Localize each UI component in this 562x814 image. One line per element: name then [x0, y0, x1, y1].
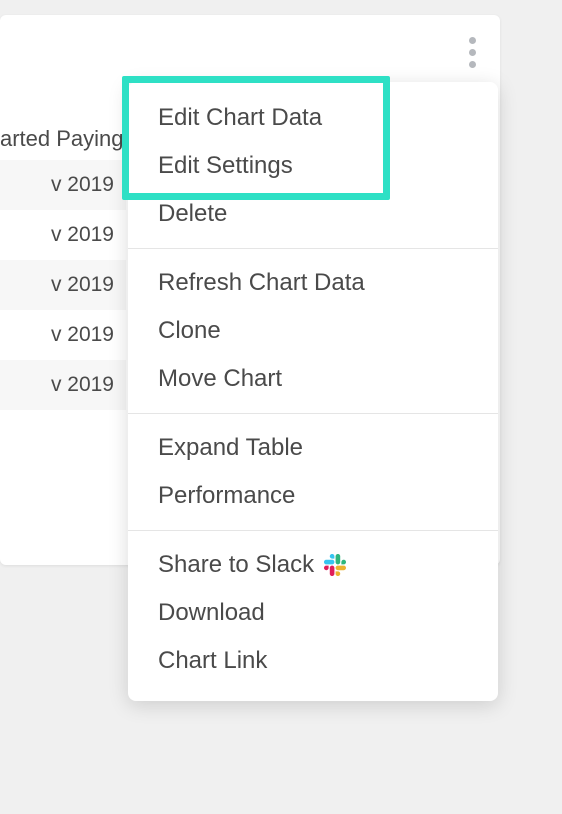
menu-chart-link[interactable]: Chart Link	[128, 637, 498, 685]
more-options-button[interactable]	[460, 32, 484, 72]
table-rows: v 2019 v 2019 v 2019 v 2019 v 2019	[0, 160, 126, 410]
table-row: v 2019	[0, 310, 126, 360]
table-row: v 2019	[0, 360, 126, 410]
menu-item-label: Share to Slack	[158, 551, 314, 579]
menu-edit-chart-data[interactable]: Edit Chart Data	[128, 94, 498, 142]
menu-move-chart[interactable]: Move Chart	[128, 355, 498, 403]
menu-divider	[128, 530, 498, 531]
menu-refresh-chart-data[interactable]: Refresh Chart Data	[128, 259, 498, 307]
menu-share-to-slack[interactable]: Share to Slack	[128, 541, 498, 589]
menu-expand-table[interactable]: Expand Table	[128, 424, 498, 472]
table-row: v 2019	[0, 160, 126, 210]
menu-item-label: Download	[158, 599, 265, 627]
menu-divider	[128, 413, 498, 414]
menu-item-label: Refresh Chart Data	[158, 269, 365, 297]
menu-delete[interactable]: Delete	[128, 190, 498, 238]
menu-edit-settings[interactable]: Edit Settings	[128, 142, 498, 190]
menu-item-label: Delete	[158, 200, 227, 228]
menu-download[interactable]: Download	[128, 589, 498, 637]
dot-icon	[469, 37, 476, 44]
menu-item-label: Expand Table	[158, 434, 303, 462]
table-row: v 2019	[0, 210, 126, 260]
menu-item-label: Edit Chart Data	[158, 104, 322, 132]
menu-item-label: Move Chart	[158, 365, 282, 393]
menu-divider	[128, 248, 498, 249]
table-row: v 2019	[0, 260, 126, 310]
menu-performance[interactable]: Performance	[128, 472, 498, 520]
column-header: arted Paying	[0, 126, 124, 152]
slack-icon	[324, 554, 346, 576]
menu-item-label: Edit Settings	[158, 152, 293, 180]
menu-clone[interactable]: Clone	[128, 307, 498, 355]
menu-item-label: Clone	[158, 317, 221, 345]
dropdown-menu: Edit Chart Data Edit Settings Delete Ref…	[128, 82, 498, 701]
menu-item-label: Performance	[158, 482, 295, 510]
menu-item-label: Chart Link	[158, 647, 267, 675]
dot-icon	[469, 49, 476, 56]
dot-icon	[469, 61, 476, 68]
